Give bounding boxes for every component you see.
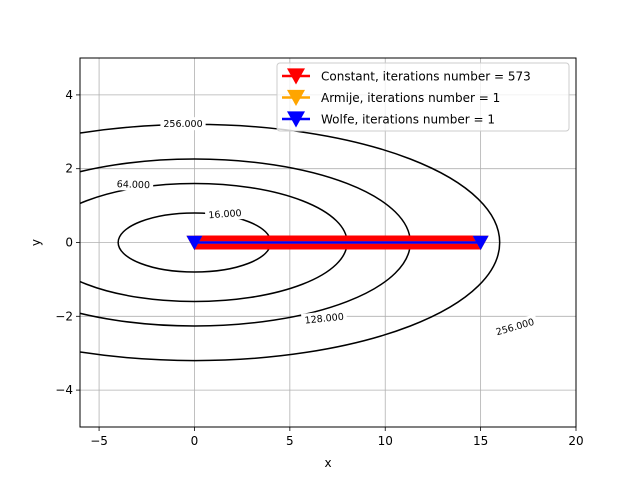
contour-label: 128.000 [301,309,348,327]
y-tick-label: 0 [65,236,73,250]
contour-label-text: 16.000 [208,208,242,221]
legend-marker [287,89,305,107]
x-tick-label: 0 [191,434,199,448]
x-tick-label: −5 [90,434,108,448]
legend-label: Armije, iterations number = 1 [321,91,500,105]
x-tick-label: 15 [473,434,488,448]
x-axis-label: x [324,456,331,470]
y-axis-label: y [29,239,43,246]
y-tick-label: −2 [55,309,73,323]
axis-ticks: −5 0 5 10 15 20 −4 −2 0 2 4 [55,88,583,448]
contour-label-text: 64.000 [117,179,151,191]
x-tick-label: 5 [286,434,294,448]
series-point [186,235,203,251]
contour-label: 256.000 [160,117,206,131]
contour-label-text: 256.000 [163,119,202,130]
series-layer [186,235,489,251]
y-tick-label: 2 [65,162,73,176]
contour-label: 64.000 [113,177,154,192]
contour-label: 16.000 [204,205,246,222]
x-tick-label: 20 [568,434,583,448]
series-point [472,235,489,251]
legend-entry: Constant, iterations number = 573 [282,68,531,85]
legend-box [276,62,570,132]
legend: Constant, iterations number = 573 Armije,… [276,62,570,132]
legend-entry: Wolfe, iterations number = 1 [282,111,495,128]
x-tick-label: 10 [378,434,393,448]
legend-marker [287,111,305,128]
legend-label: Wolfe, iterations number = 1 [321,113,495,127]
legend-entry: Armije, iterations number = 1 [282,89,500,107]
legend-marker [287,68,305,85]
legend-label: Constant, iterations number = 573 [321,70,531,84]
series-2 [186,235,489,251]
y-tick-label: −4 [55,383,73,397]
y-tick-label: 4 [65,88,73,102]
contour-label-text: 128.000 [304,312,344,327]
